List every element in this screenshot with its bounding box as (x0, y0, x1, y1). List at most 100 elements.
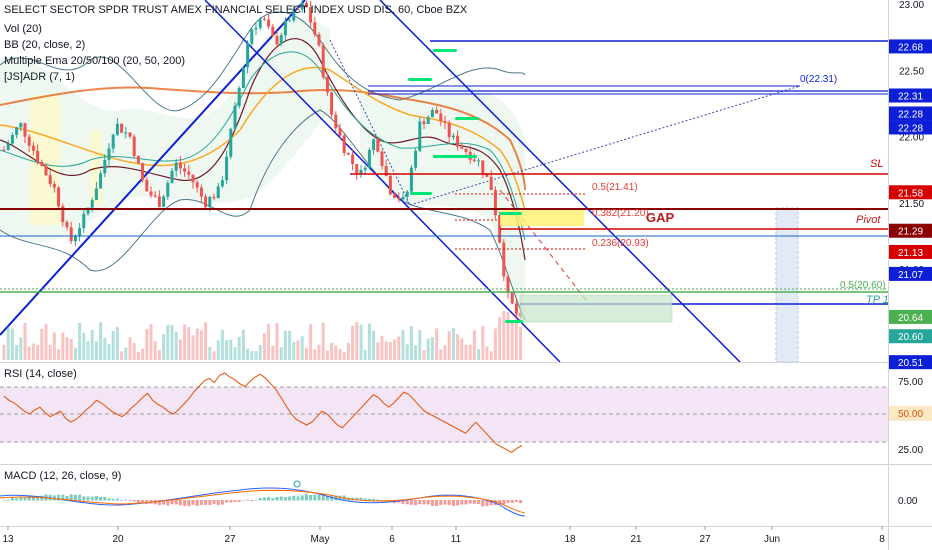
candle-body (6, 143, 10, 150)
volume-bar (195, 328, 199, 360)
volume-bar (216, 340, 220, 360)
macd-panel[interactable] (0, 480, 526, 517)
macd-bar (514, 500, 518, 502)
candle-body (111, 134, 115, 149)
candle-body (141, 163, 145, 180)
volume-bar (321, 322, 325, 360)
volume-bar (388, 342, 392, 360)
candle-body (464, 148, 468, 153)
macd-bar (2, 499, 6, 501)
candle-body (27, 136, 31, 146)
macd-bar (82, 496, 86, 501)
macd-bar (69, 494, 73, 501)
volume-bar (317, 344, 321, 360)
candle-body (325, 77, 329, 93)
macd-bar (220, 500, 224, 505)
candle-body (212, 196, 216, 199)
volume-bar (313, 349, 317, 360)
candle-body (477, 160, 481, 162)
macd-bar (451, 500, 455, 506)
volume-bar (346, 342, 350, 360)
candle-body (170, 170, 174, 183)
macd-bar (73, 494, 77, 501)
macd-bar (212, 500, 216, 504)
volume-bar (510, 322, 514, 360)
candle-body (296, 9, 300, 11)
macd-bar (472, 500, 476, 504)
volume-bar (401, 329, 405, 360)
candle-body (241, 67, 245, 88)
uptrend-line (0, 0, 306, 336)
indicator-adr[interactable]: [JS]ADR (7, 1) (4, 71, 75, 83)
macd-bar (338, 495, 342, 501)
volume-bar (271, 345, 275, 360)
candle-body (73, 235, 77, 242)
candle-body (346, 153, 350, 155)
volume-bar (23, 322, 27, 360)
price-panel[interactable]: SL GAP Pivot TP 1 0.5(21.41) 0.382(21.20… (0, 0, 889, 362)
macd-bar (414, 500, 418, 506)
time-label: 21 (630, 534, 642, 545)
volume-bar (208, 346, 212, 360)
indicator-ema[interactable]: Multiple Ema 20/50/100 (20, 50, 200) (4, 55, 186, 67)
candle-body (157, 196, 161, 207)
volume-bar (69, 338, 73, 360)
volume-bar (451, 328, 455, 360)
candle-body (262, 18, 266, 20)
adr-markers (408, 49, 523, 323)
indicator-bb[interactable]: BB (20, close, 2) (4, 39, 86, 51)
candle-body (225, 156, 229, 181)
volume-bars (2, 308, 523, 360)
candle-body (258, 18, 262, 28)
price-tick: 22.00 (899, 133, 924, 144)
volume-bar (519, 326, 523, 360)
candle-body (10, 134, 14, 144)
macd-bar (27, 495, 31, 501)
macd-bar (292, 495, 296, 501)
macd-bar (107, 498, 111, 501)
volume-bar (170, 325, 174, 360)
macd-bar (61, 494, 65, 501)
price-label-bg (889, 329, 932, 344)
macd-bar (237, 500, 241, 502)
volume-bar (40, 328, 44, 360)
macd-bar (6, 499, 10, 501)
macd-bar (246, 499, 250, 501)
volume-bar (183, 324, 187, 360)
macd-bar (225, 500, 229, 503)
rsi-panel[interactable] (0, 372, 888, 453)
macd-title[interactable]: MACD (12, 26, close, 9) (4, 470, 122, 482)
candle-body (367, 150, 371, 168)
time-axis[interactable]: 13 20 27 May 6 11 18 21 27 Jun 8 (2, 526, 885, 545)
macd-bar (283, 497, 287, 501)
candle-body (65, 222, 69, 228)
macd-bar (405, 500, 409, 505)
macd-bar (460, 500, 464, 505)
time-label: 27 (699, 534, 711, 545)
gap-label: GAP (646, 210, 675, 225)
time-label: 27 (224, 534, 236, 545)
tp1-label: TP 1 (866, 294, 889, 306)
candle-body (300, 3, 304, 10)
volume-bar (120, 351, 124, 360)
volume-bar (157, 349, 161, 360)
volume-bar (128, 337, 132, 360)
candle-body (283, 20, 287, 36)
candle-body (36, 150, 40, 162)
indicator-vol[interactable]: Vol (20) (4, 23, 42, 35)
macd-bar (296, 496, 300, 501)
volume-bar (241, 329, 245, 360)
candle-body (166, 182, 170, 197)
rsi-tick-75: 75.00 (898, 377, 923, 388)
fib-half-label: 0.5(20.60) (840, 280, 886, 291)
volume-bar (422, 349, 426, 360)
rsi-title[interactable]: RSI (14, close) (4, 368, 77, 380)
candle-body (304, 3, 308, 8)
macd-bar (10, 497, 14, 501)
macd-bar (493, 500, 497, 506)
macd-bar (430, 500, 434, 506)
price-label-bg (889, 120, 932, 135)
candle-body (267, 19, 271, 27)
macd-bar (309, 495, 313, 501)
